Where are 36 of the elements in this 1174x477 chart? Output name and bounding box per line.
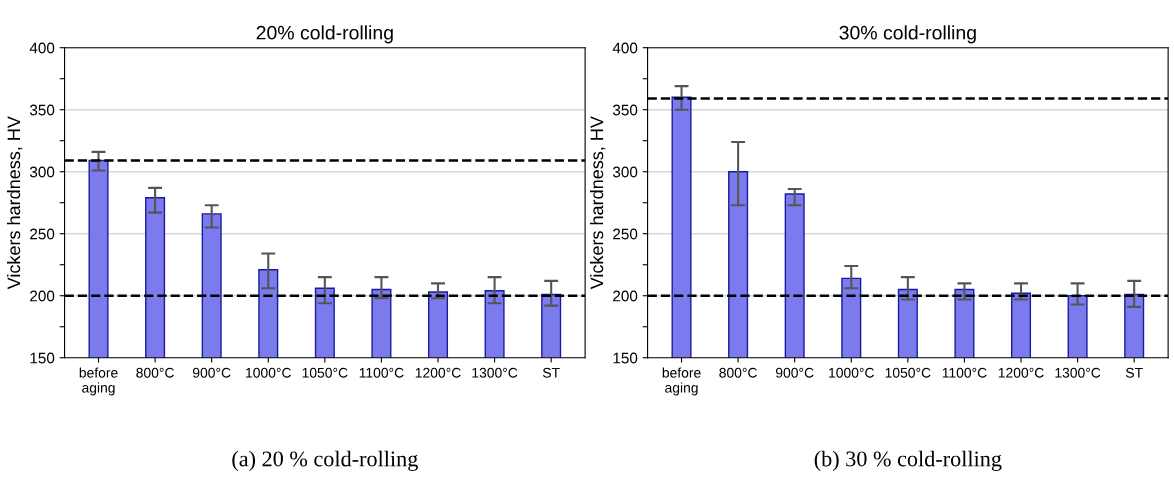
x-tick-label: 1300°C bbox=[472, 367, 518, 378]
y-tick-label: 200 bbox=[613, 290, 638, 302]
x-tick-label: 1200°C bbox=[415, 367, 461, 378]
y-tick-label: 150 bbox=[613, 352, 638, 364]
chart-title: 20% cold-rolling bbox=[256, 25, 393, 44]
y-tick-label: 350 bbox=[29, 104, 55, 116]
y-tick-label: 300 bbox=[29, 166, 55, 178]
y-tick-label: 350 bbox=[612, 104, 638, 116]
x-tick-label: 800°C bbox=[136, 367, 174, 378]
x-tick-label: 1100°C bbox=[359, 367, 404, 378]
y-tick-label: 400 bbox=[612, 42, 638, 54]
text: (b) 30 % cold-rolling bbox=[814, 450, 1002, 471]
x-tick-label: ST bbox=[1125, 367, 1143, 378]
x-tick-label: 1100°C bbox=[942, 367, 987, 378]
y-tick-label: 300 bbox=[612, 166, 638, 178]
x-tick-label: 1050°C bbox=[302, 367, 348, 378]
x-tick-label: 1000°C bbox=[829, 367, 874, 378]
y-tick-label: 400 bbox=[29, 42, 55, 54]
chart-title: 30% cold-rolling bbox=[839, 25, 976, 44]
y-axis-title: Vickers hardness, HV bbox=[6, 116, 23, 290]
y-tick-label: 250 bbox=[613, 228, 638, 240]
y-tick-label: 200 bbox=[30, 290, 55, 302]
x-tick-label: 1050°C bbox=[885, 367, 931, 378]
x-tick-label: 800°C bbox=[719, 367, 757, 378]
x-tick-label: 1000°C bbox=[246, 367, 291, 378]
x-tick-label: before aging bbox=[662, 367, 701, 396]
x-tick-label: before aging bbox=[79, 367, 118, 396]
y-tick-label: 250 bbox=[30, 228, 55, 240]
x-tick-label: 1300°C bbox=[1055, 367, 1101, 378]
y-axis-title: Vickers hardness, HV bbox=[589, 116, 606, 290]
x-tick-label: 1200°C bbox=[998, 367, 1044, 378]
y-tick-label: 150 bbox=[30, 352, 55, 364]
text: (a) 20 % cold-rolling bbox=[232, 450, 418, 471]
x-tick-label: 900°C bbox=[192, 367, 231, 378]
x-tick-label: 900°C bbox=[775, 367, 814, 378]
x-tick-label: ST bbox=[542, 367, 560, 378]
